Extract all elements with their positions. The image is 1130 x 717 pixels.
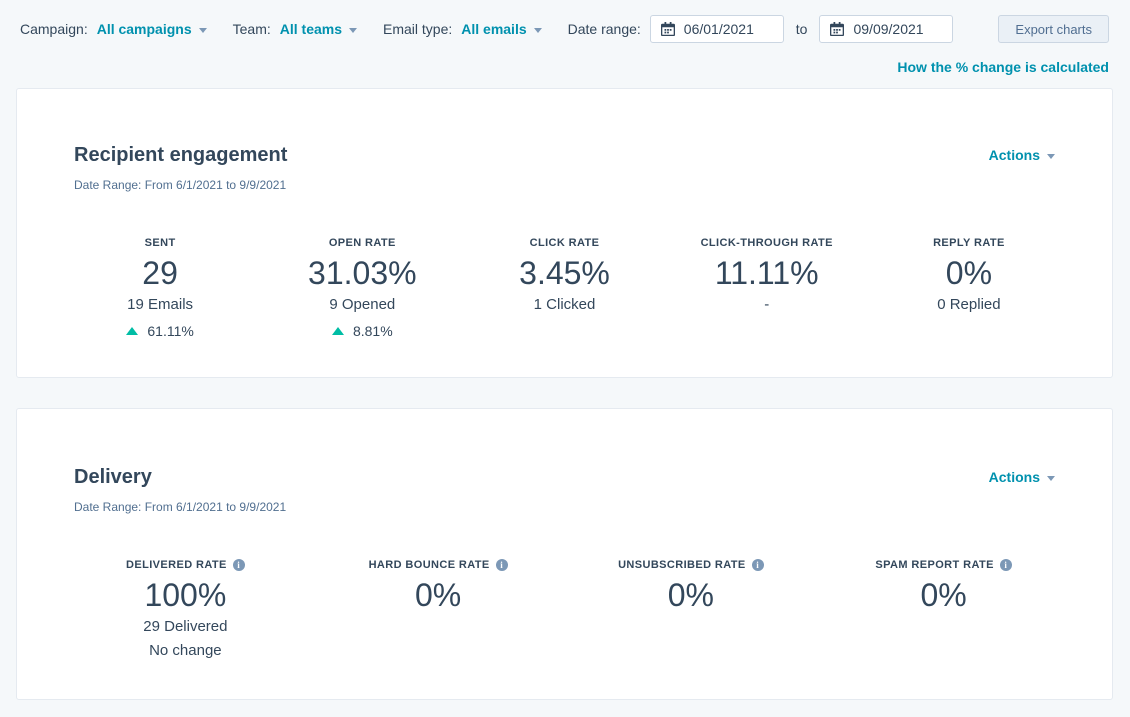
card-title: Delivery: [74, 466, 152, 488]
caret-down-icon: [198, 27, 207, 33]
metric-label-text: DELIVERED RATE: [126, 559, 227, 571]
campaign-filter-label: Campaign:: [20, 21, 88, 37]
team-dropdown-value: All teams: [279, 21, 342, 37]
export-charts-button[interactable]: Export charts: [998, 15, 1109, 43]
delivery-header: Delivery Date Range: From 6/1/2021 to 9/…: [17, 409, 1112, 514]
email-type-dropdown[interactable]: All emails: [461, 21, 542, 37]
info-icon[interactable]: i: [495, 559, 508, 571]
metric-value: 11.11%: [714, 255, 819, 291]
metric-label: CLICK RATE: [529, 237, 600, 249]
metric-sub-value: 29 Delivered: [143, 618, 228, 635]
calendar-icon: [830, 22, 845, 36]
delivery-header-text: Delivery Date Range: From 6/1/2021 to 9/…: [74, 465, 286, 514]
metric-open-rate: OPEN RATE 31.03% 9 Opened 8.81%: [261, 236, 463, 339]
metric-value: 31.03%: [308, 255, 417, 291]
metric-label: OPEN RATE: [328, 237, 396, 249]
end-date-field[interactable]: [819, 15, 954, 43]
card-date-range: Date Range: From 6/1/2021 to 9/9/2021: [74, 500, 287, 514]
metric-value: 0%: [920, 577, 967, 613]
caret-down-icon: [1047, 475, 1055, 481]
metric-delivered-rate: DELIVERED RATE i 100% 29 Delivered No ch…: [59, 558, 312, 661]
actions-dropdown[interactable]: Actions: [989, 469, 1055, 485]
metric-label-text: UNSUBSCRIBED RATE: [618, 559, 746, 571]
metric-click-rate: CLICK RATE 3.45% 1 Clicked: [463, 236, 665, 339]
metric-sent: SENT 29 19 Emails 61.11%: [59, 236, 261, 339]
metric-label: SPAM REPORT RATE i: [817, 558, 1070, 572]
date-range-label: Date range:: [567, 21, 641, 37]
link-row: How the % change is calculated: [0, 43, 1130, 75]
email-type-filter: Email type: All emails: [383, 21, 542, 37]
filters-toolbar: Campaign: All campaigns Team: All teams …: [0, 0, 1130, 43]
metric-change-text: No change: [149, 642, 222, 659]
caret-down-icon: [533, 27, 542, 33]
metric-click-through-rate: CLICK-THROUGH RATE 11.11% -: [666, 236, 868, 339]
metric-value: 0%: [667, 577, 714, 613]
metric-change-value: 61.11%: [147, 323, 194, 339]
actions-label: Actions: [988, 147, 1040, 163]
metric-value: 0%: [945, 255, 993, 291]
metric-label: SENT: [144, 237, 176, 249]
team-dropdown[interactable]: All teams: [280, 21, 357, 37]
metric-sub-value: 0 Replied: [937, 296, 1001, 313]
campaign-dropdown-value: All campaigns: [96, 21, 192, 37]
metric-label: DELIVERED RATE i: [59, 558, 312, 572]
campaign-filter: Campaign: All campaigns: [20, 21, 207, 37]
actions-dropdown[interactable]: Actions: [989, 147, 1055, 163]
recipient-engagement-card: Recipient engagement Date Range: From 6/…: [16, 88, 1113, 378]
pct-change-link[interactable]: How the % change is calculated: [897, 59, 1109, 75]
metric-sub-value: 19 Emails: [127, 296, 194, 313]
caret-down-icon: [349, 27, 357, 33]
info-icon[interactable]: i: [232, 559, 245, 571]
metric-label-text: HARD BOUNCE RATE: [368, 559, 490, 571]
metric-value: 29: [142, 255, 178, 291]
delivery-metrics-row: DELIVERED RATE i 100% 29 Delivered No ch…: [17, 558, 1112, 661]
metric-label: REPLY RATE: [933, 237, 1005, 249]
metric-change: 8.81%: [261, 323, 463, 339]
metric-sub-value: 9 Opened: [329, 296, 396, 313]
team-filter-label: Team:: [232, 21, 271, 37]
team-filter: Team: All teams: [233, 21, 357, 37]
metric-label-text: SPAM REPORT RATE: [875, 559, 994, 571]
recipient-engagement-header-text: Recipient engagement Date Range: From 6/…: [74, 143, 287, 192]
calendar-icon: [660, 22, 675, 36]
metric-value: 3.45%: [519, 255, 610, 291]
info-icon[interactable]: i: [999, 559, 1012, 571]
email-type-dropdown-value: All emails: [461, 21, 527, 37]
triangle-up-icon: [331, 327, 344, 335]
metric-label: CLICK-THROUGH RATE: [700, 237, 833, 249]
metric-label: HARD BOUNCE RATE i: [312, 558, 565, 572]
metric-value: 100%: [144, 577, 227, 613]
metric-sub-value: -: [764, 296, 770, 313]
card-title: Recipient engagement: [74, 144, 288, 166]
triangle-up-icon: [126, 327, 139, 335]
start-date-field[interactable]: [649, 15, 784, 43]
email-type-filter-label: Email type:: [383, 21, 453, 37]
date-range-filter: Date range: to: [568, 15, 954, 43]
caret-down-icon: [1047, 153, 1055, 159]
metric-change: 61.11%: [59, 323, 261, 339]
metric-spam-report-rate: SPAM REPORT RATE i 0%: [817, 558, 1070, 661]
date-range-separator: to: [795, 21, 808, 37]
metric-reply-rate: REPLY RATE 0% 0 Replied: [868, 236, 1070, 339]
campaign-dropdown[interactable]: All campaigns: [97, 21, 207, 37]
delivery-card: Delivery Date Range: From 6/1/2021 to 9/…: [16, 408, 1113, 700]
end-date-input[interactable]: [853, 21, 944, 37]
recipient-engagement-header: Recipient engagement Date Range: From 6/…: [17, 89, 1112, 192]
metric-hard-bounce-rate: HARD BOUNCE RATE i 0%: [312, 558, 565, 661]
metric-unsubscribed-rate: UNSUBSCRIBED RATE i 0%: [565, 558, 818, 661]
actions-label: Actions: [988, 469, 1040, 485]
engagement-metrics-row: SENT 29 19 Emails 61.11% OPEN RATE 31.03…: [17, 236, 1112, 339]
metric-change-value: 8.81%: [352, 323, 393, 339]
metric-sub-value: 1 Clicked: [533, 296, 596, 313]
start-date-input[interactable]: [683, 21, 774, 37]
metric-label: UNSUBSCRIBED RATE i: [565, 558, 818, 572]
info-icon[interactable]: i: [751, 559, 764, 571]
metric-value: 0%: [415, 577, 462, 613]
card-date-range: Date Range: From 6/1/2021 to 9/9/2021: [74, 178, 287, 192]
